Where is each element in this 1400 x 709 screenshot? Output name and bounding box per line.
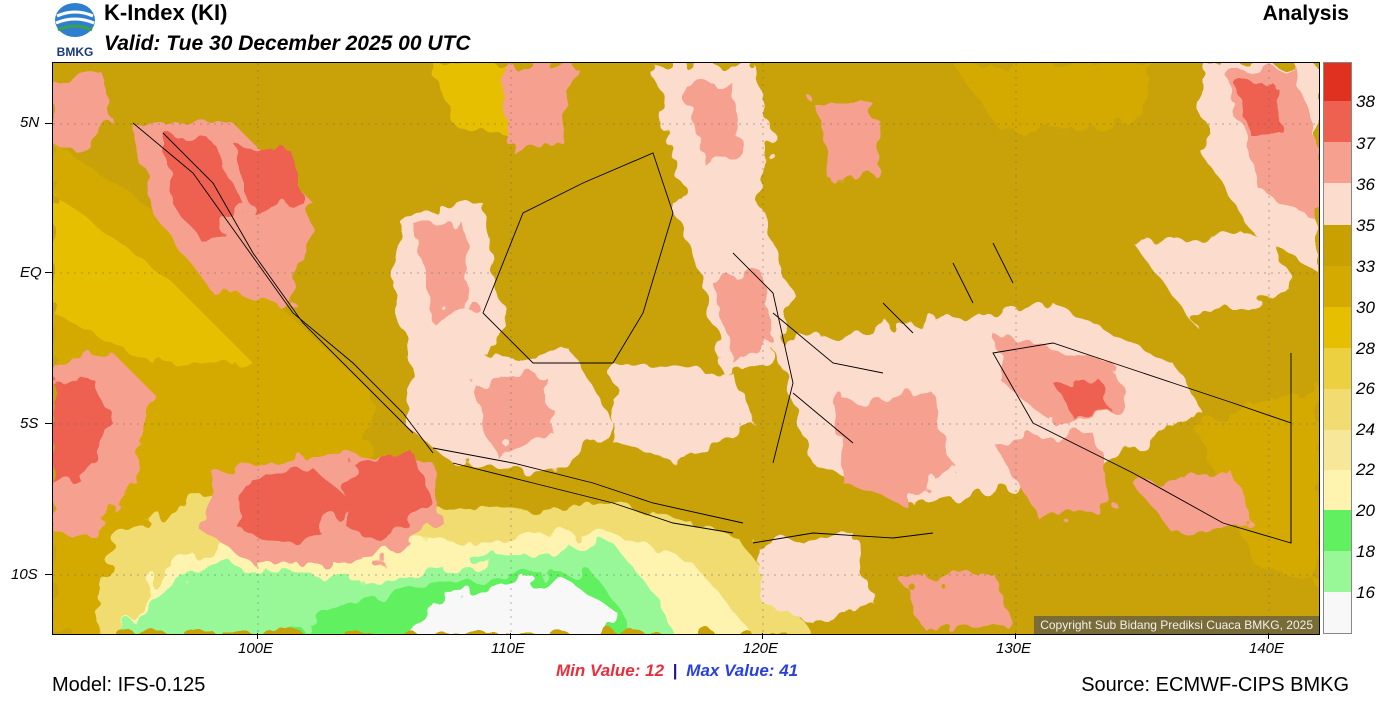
graticule [53, 63, 1319, 634]
run-type: Analysis [1262, 2, 1349, 25]
lat-label-eq: EQ [20, 264, 42, 281]
colorbar-segment [1324, 348, 1351, 389]
colorbar-segment [1324, 307, 1351, 348]
colorbar-label: 37 [1356, 134, 1375, 153]
lon-tick [257, 633, 258, 639]
copyright-notice: Copyright Sub Bidang Prediksi Cuaca BMKG… [1034, 616, 1319, 634]
lon-label-110e: 110E [491, 640, 525, 657]
min-label: Min Value: [556, 661, 641, 680]
coastlines [132, 122, 1292, 544]
valid-time: Valid: Tue 30 December 2025 00 UTC [104, 32, 471, 55]
colorbar-segment [1324, 101, 1351, 142]
lat-label-5n: 5N [20, 114, 40, 131]
lon-tick [762, 633, 763, 639]
k-index-field [53, 63, 1319, 634]
colorbar-label: 28 [1356, 339, 1375, 358]
lat-label-10s: 10S [11, 566, 38, 583]
colorbar-segment [1324, 592, 1351, 633]
colorbar-segment [1324, 225, 1351, 266]
min-value: 12 [645, 661, 665, 680]
colorbar-segment [1324, 551, 1351, 592]
colorbar-segment [1324, 266, 1351, 307]
lon-tick [1015, 633, 1016, 639]
chart-title: K-Index (KI) [104, 0, 228, 25]
lon-tick [510, 633, 511, 639]
colorbar-label: 36 [1356, 175, 1375, 194]
max-label: Max Value: [686, 661, 775, 680]
max-value: 41 [779, 661, 799, 680]
colorbar-label: 22 [1356, 460, 1375, 479]
colorbar [1323, 62, 1352, 634]
colorbar-label: 38 [1356, 92, 1375, 111]
lat-tick [45, 574, 52, 575]
logo-text: BMKG [57, 45, 94, 58]
source-label: Source: ECMWF-CIPS BMKG [1081, 674, 1349, 696]
colorbar-segment [1324, 510, 1351, 551]
colorbar-segment [1324, 389, 1351, 430]
model-label: Model: IFS-0.125 [52, 674, 206, 696]
colorbar-segment [1324, 183, 1351, 225]
colorbar-label: 20 [1356, 501, 1375, 520]
colorbar-segment [1324, 470, 1351, 510]
lon-tick [1268, 633, 1269, 639]
colorbar-label: 30 [1356, 298, 1375, 317]
colorbar-label: 26 [1356, 379, 1375, 398]
lon-label-140e: 140E [1249, 640, 1285, 657]
colorbar-segment [1324, 142, 1351, 183]
bmkg-logo: BMKG [52, 2, 98, 59]
colorbar-segment [1324, 430, 1351, 470]
min-max-readout: Min Value: 12 | Max Value: 41 [556, 661, 798, 681]
lon-label-120e: 120E [743, 640, 779, 657]
colorbar-label: 16 [1356, 583, 1375, 602]
lat-tick [45, 423, 52, 424]
lon-label-130e: 130E [996, 640, 1032, 657]
colorbar-label: 24 [1356, 420, 1375, 439]
min-max-separator: | [672, 661, 678, 680]
colorbar-label: 35 [1356, 216, 1375, 235]
lat-tick [45, 123, 52, 124]
lat-tick [45, 272, 52, 273]
colorbar-segment [1324, 63, 1351, 101]
colorbar-label: 18 [1356, 542, 1375, 561]
map-area: Copyright Sub Bidang Prediksi Cuaca BMKG… [52, 62, 1320, 635]
colorbar-label: 33 [1356, 257, 1375, 276]
lon-label-100e: 100E [238, 640, 274, 657]
lat-label-5s: 5S [20, 415, 39, 432]
